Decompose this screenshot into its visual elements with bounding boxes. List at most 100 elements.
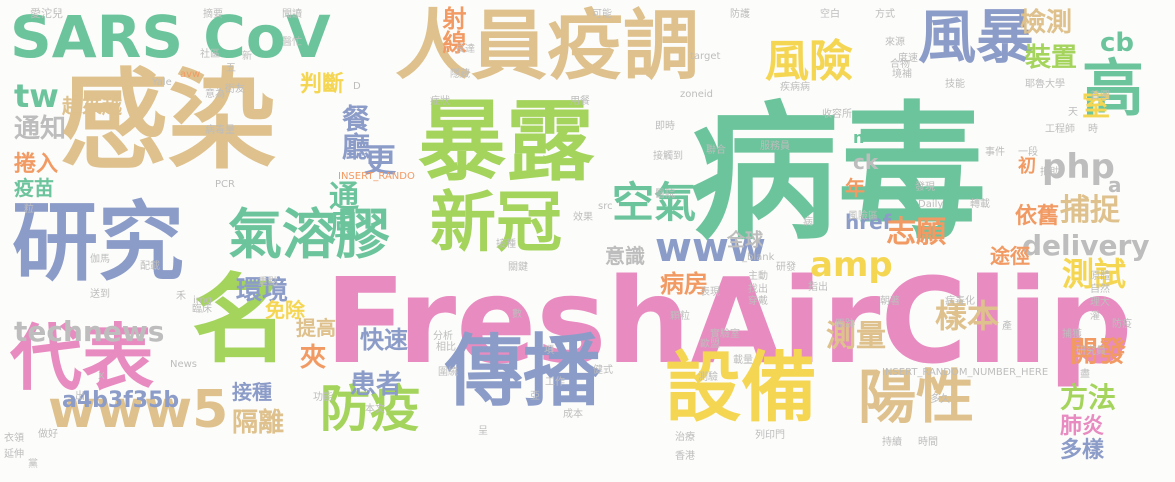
cloud-word: 本文 (365, 404, 385, 415)
cloud-word: ck (853, 150, 879, 174)
cloud-word: 社區 (200, 49, 220, 60)
cloud-word: 延伸 (4, 449, 24, 460)
cloud-word: 衣領 (4, 433, 24, 444)
cloud-word: 暴露 (418, 90, 595, 193)
cloud-word: 工程師 (1045, 124, 1075, 135)
cloud-word: 方法 (1060, 381, 1117, 414)
cloud-word: 時間 (918, 437, 938, 448)
cloud-word: 更 (364, 141, 397, 179)
cloud-word: 名 (192, 264, 288, 376)
cloud-word: 轉載 (970, 199, 990, 210)
cloud-word: 可能 (592, 9, 612, 20)
cloud-word: 全球 (727, 230, 763, 251)
cloud-word: D (353, 81, 361, 92)
cloud-word: X (98, 371, 105, 382)
cloud-word: 提高 (296, 316, 336, 340)
cloud-word: 越來越 (62, 94, 122, 118)
cloud-word: 環境 (236, 276, 289, 306)
cloud-word: 室 (1082, 89, 1111, 122)
cloud-word: zoneid (680, 89, 713, 100)
cloud-word: 理大 (1090, 297, 1110, 308)
cloud-word: 陽性 (858, 363, 975, 431)
cloud-word: 出 (75, 391, 85, 402)
cloud-word: 設備 (665, 343, 817, 432)
cloud-word: 來源 (885, 37, 905, 48)
cloud-word: 盡 (1080, 369, 1090, 380)
cloud-word: 送到 (90, 289, 110, 300)
cloud-word: 研究 (12, 193, 184, 293)
cloud-word: 多久 (930, 394, 950, 405)
cloud-word: 通風 (323, 180, 358, 240)
cloud-word: 把助 (1040, 167, 1060, 178)
cloud-word: href (845, 210, 892, 234)
cloud-word: 開發 (1070, 335, 1127, 368)
cloud-word: 關鍵 (508, 262, 528, 273)
cloud-word: 治療 (675, 432, 695, 443)
cloud-word: 病毒化 (945, 296, 975, 307)
cloud-word: 測量 (826, 319, 886, 354)
cloud-word: 空白 (820, 9, 840, 20)
cloud-word: 禾 (176, 291, 186, 302)
cloud-word: 傳播 (445, 327, 602, 417)
cloud-word: 功能 (313, 392, 333, 403)
cloud-word: 志願 (886, 215, 946, 250)
cloud-word: 事件 (985, 147, 1005, 158)
cloud-word: tw (14, 77, 59, 115)
cloud-word: 測驗 (698, 372, 718, 383)
cloud-word: 產 (1002, 321, 1012, 332)
cloud-word: 灌 (1090, 311, 1100, 322)
cloud-word: 用餐 (570, 96, 590, 107)
cloud-word: 五 (226, 63, 236, 74)
cloud-word: 境補 (892, 69, 912, 80)
cloud-word: 街友 (225, 84, 245, 95)
cloud-word: 檢測 (1020, 8, 1073, 38)
cloud-word: 病房 (660, 270, 708, 298)
cloud-word: 接觸到 (653, 151, 683, 162)
cloud-word: 服務員 (760, 141, 790, 152)
cloud-word: 做好 (38, 429, 58, 440)
cloud-word: 研發 (776, 262, 796, 273)
cloud-word: _blank (742, 252, 775, 263)
cloud-word: 防疫 (320, 380, 420, 438)
cloud-word: 歐盟 (700, 339, 720, 350)
cloud-word: SARS CoV (10, 3, 331, 71)
cloud-word: 新冠 (430, 184, 562, 261)
cloud-word: INSERT_RANDOM_NUMBER_HERE (882, 367, 1049, 378)
cloud-word: 成本 (563, 409, 583, 420)
cloud-word: FreshAirClip (325, 252, 1133, 390)
cloud-word: INSERT_RANDO (338, 171, 415, 182)
cloud-word: a (1108, 173, 1122, 197)
cloud-word: 風險 (765, 36, 853, 87)
cloud-word: a4b3f35b (62, 388, 180, 413)
cloud-word: 病毒 (690, 88, 986, 260)
cloud-word: 聞讀 (282, 9, 302, 20)
cloud-word: 指出 (808, 282, 828, 293)
cloud-word: 風暴 (918, 3, 1035, 71)
cloud-word: 摘要 (203, 9, 223, 20)
cloud-word: 空氣 (612, 178, 697, 227)
cloud-word: 技能 (945, 79, 965, 90)
cloud-word: amp (810, 245, 893, 285)
cloud-word: 意為 (205, 89, 225, 100)
cloud-word: 隱藏 (450, 69, 470, 80)
cloud-word: 症狀 (430, 96, 450, 107)
cloud-word: 夾 (300, 343, 327, 373)
cloud-word: 防護 (730, 9, 750, 20)
cloud-word: 接種 (232, 380, 272, 404)
cloud-word: 數 (512, 309, 522, 320)
cloud-word: 持續 (882, 437, 902, 448)
cloud-word: 方式 (875, 9, 895, 20)
cloud-word: 裝置 (1025, 43, 1078, 73)
cloud-word: 射線 (438, 6, 466, 54)
cloud-word: 長達 (455, 44, 475, 55)
cloud-word: 防疫 (1112, 319, 1132, 330)
cloud-word: 分析 (433, 331, 453, 342)
cloud-word: 即時 (655, 121, 675, 132)
cloud-word: 香港 (675, 451, 695, 462)
cloud-word: 顆粒 (670, 311, 690, 322)
cloud-word: delivery (1022, 229, 1150, 262)
cloud-word: Daily (918, 199, 944, 210)
cloud-word: 度速 (898, 53, 918, 64)
cloud-word: 首圖 (1090, 91, 1110, 102)
cloud-word: 朝著 (880, 296, 900, 307)
